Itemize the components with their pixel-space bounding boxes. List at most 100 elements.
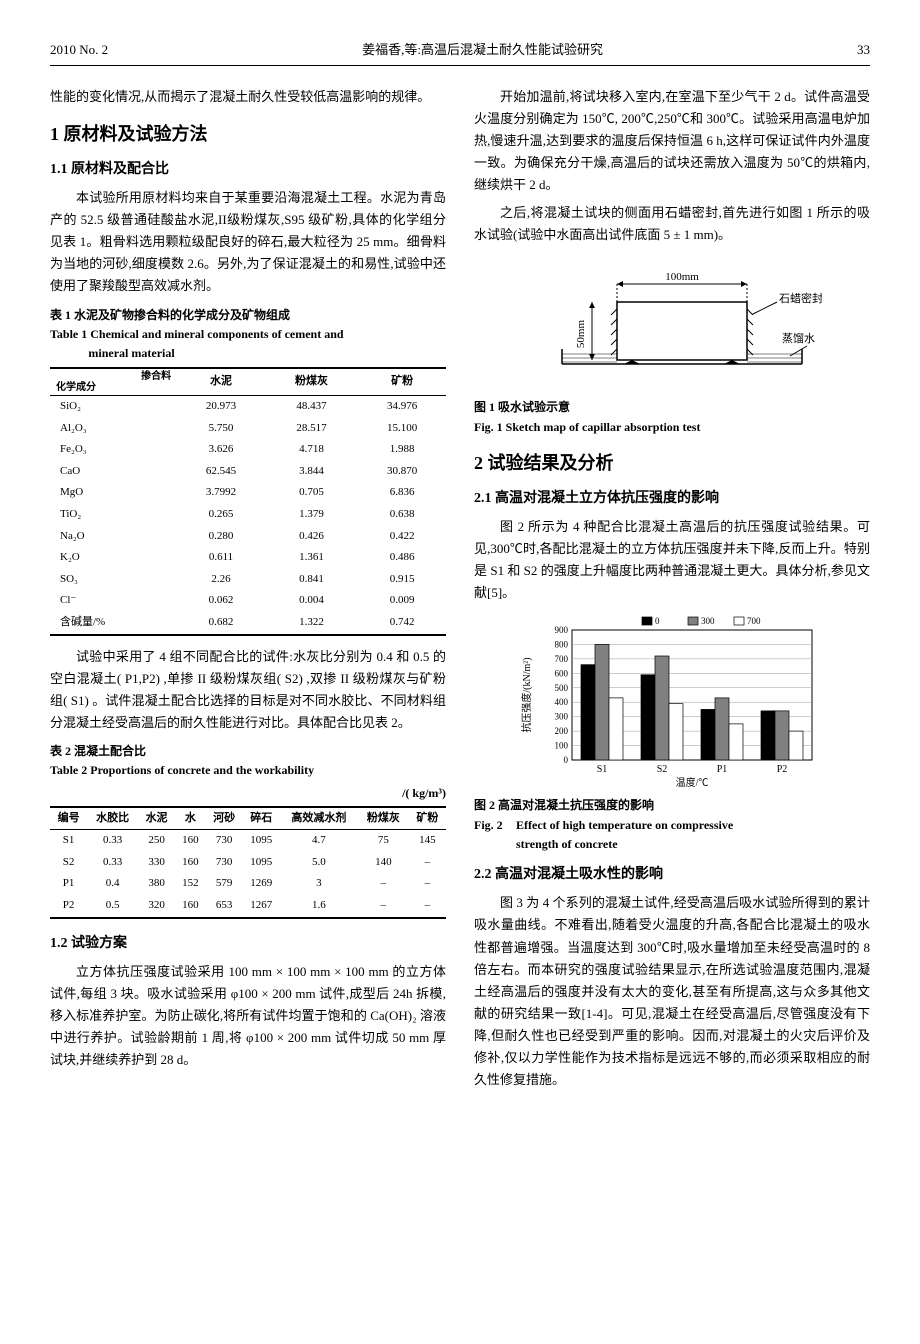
table2-cell: S2: [50, 852, 87, 874]
figure2-caption-en: Fig. 2Effect of high temperature on comp…: [474, 816, 870, 854]
table2-col-header: 水胶比: [87, 807, 138, 830]
table1-caption-cn: 表 1 水泥及矿物掺合料的化学成分及矿物组成: [50, 306, 446, 325]
table2-col-header: 河砂: [206, 807, 243, 830]
table2-cell: P1: [50, 873, 87, 895]
svg-text:300: 300: [555, 712, 569, 722]
table1-cell: Al₂O₃: [50, 418, 177, 440]
table2-cell: –: [358, 873, 409, 895]
table2-cell: 320: [138, 895, 175, 918]
section-2-title: 2 试验结果及分析: [474, 449, 870, 478]
table2-cell: 653: [206, 895, 243, 918]
table1-cell: 0.682: [177, 612, 265, 635]
intro-paragraph: 性能的变化情况,从而揭示了混凝土耐久性受较低高温影响的规律。: [50, 86, 446, 108]
paragraph-top-1: 开始加温前,将试块移入室内,在室温下至少气干 2 d。试件高温受火温度分别确定为…: [474, 86, 870, 196]
table1-cell: 1.361: [265, 547, 358, 569]
table2-caption-cn: 表 2 混凝土配合比: [50, 742, 446, 761]
figure1-caption-en: Fig. 1 Sketch map of capillar absorption…: [474, 418, 870, 437]
table1-cell: 0.009: [358, 590, 446, 612]
table2-cell: 4.7: [280, 830, 358, 852]
paragraph-2-1: 图 2 所示为 4 种配合比混凝土高温后的抗压强度试验结果。可见,300℃时,各…: [474, 516, 870, 604]
table1-cell: 0.426: [265, 526, 358, 548]
table2-cell: 380: [138, 873, 175, 895]
table2-col-header: 编号: [50, 807, 87, 830]
table2-cell: 1.6: [280, 895, 358, 918]
table1-cell: 6.836: [358, 482, 446, 504]
table2-cell: 0.4: [87, 873, 138, 895]
table1-cell: 0.062: [177, 590, 265, 612]
table1-cell: SO₃: [50, 569, 177, 591]
svg-text:P1: P1: [717, 764, 728, 775]
table1-cell: 30.870: [358, 461, 446, 483]
table2-cell: –: [409, 895, 446, 918]
table2-cell: 145: [409, 830, 446, 852]
table2-caption-en: Table 2 Proportions of concrete and the …: [50, 761, 446, 780]
table1-cell: 2.26: [177, 569, 265, 591]
table1-cell: SiO₂: [50, 396, 177, 418]
svg-text:500: 500: [555, 683, 569, 693]
table2-col-header: 水泥: [138, 807, 175, 830]
table2-cell: 140: [358, 852, 409, 874]
table1-col-header: 水泥: [177, 368, 265, 396]
table2-cell: 0.33: [87, 852, 138, 874]
table2-cell: 0.33: [87, 830, 138, 852]
table2-cell: 5.0: [280, 852, 358, 874]
header-left: 2010 No. 2: [50, 40, 108, 61]
table1-cell: 3.7992: [177, 482, 265, 504]
table2-cell: 160: [175, 830, 205, 852]
section-2-2-title: 2.2 高温对混凝土吸水性的影响: [474, 864, 870, 886]
table2-col-header: 粉煤灰: [358, 807, 409, 830]
left-column: 性能的变化情况,从而揭示了混凝土耐久性受较低高温影响的规律。 1 原材料及试验方…: [50, 86, 446, 1097]
table2-cell: 1095: [243, 830, 280, 852]
figure1-caption-cn: 图 1 吸水试验示意: [474, 398, 870, 417]
fig1-width-label: 100mm: [665, 271, 699, 283]
fig1-water-label: 蒸馏水: [782, 331, 815, 345]
figure-2: 01002003004005006007008009000300700S1S2P…: [474, 612, 870, 854]
svg-text:800: 800: [555, 640, 569, 650]
table1-cell: 28.517: [265, 418, 358, 440]
table2-cell: 330: [138, 852, 175, 874]
table1-cell: 0.705: [265, 482, 358, 504]
table1-cell: 0.638: [358, 504, 446, 526]
table2-cell: 0.5: [87, 895, 138, 918]
svg-text:600: 600: [555, 669, 569, 679]
table1-cell: 0.915: [358, 569, 446, 591]
table2-cell: –: [409, 873, 446, 895]
page-header: 2010 No. 2 姜福香,等:高温后混凝土耐久性能试验研究 33: [50, 40, 870, 66]
table2-cell: S1: [50, 830, 87, 852]
table-1: 掺合料 化学成分 水泥 粉煤灰 矿粉 SiO₂20.97348.43734.97…: [50, 367, 446, 636]
table1-cell: Fe₂O₃: [50, 439, 177, 461]
two-column-layout: 性能的变化情况,从而揭示了混凝土耐久性受较低高温影响的规律。 1 原材料及试验方…: [50, 86, 870, 1097]
table1-col-header: 矿粉: [358, 368, 446, 396]
table1-cell: 0.004: [265, 590, 358, 612]
table1-header-diag: 掺合料 化学成分: [50, 368, 177, 396]
svg-text:0: 0: [655, 616, 660, 626]
table1-cell: CaO: [50, 461, 177, 483]
paragraph-1-2: 立方体抗压强度试验采用 100 mm × 100 mm × 100 mm 的立方…: [50, 961, 446, 1071]
table1-cell: 62.545: [177, 461, 265, 483]
right-column: 开始加温前,将试块移入室内,在室温下至少气干 2 d。试件高温受火温度分别确定为…: [474, 86, 870, 1097]
figure-1-svg: 100mm 50mm 石蜡密封 蒸馏水: [522, 254, 822, 394]
table2-cell: 160: [175, 852, 205, 874]
table2-cell: 579: [206, 873, 243, 895]
table1-caption-en: Table 1 Chemical and mineral components …: [50, 325, 446, 363]
table1-cell: 3.844: [265, 461, 358, 483]
fig1-height-label: 50mm: [575, 320, 587, 349]
table2-col-header: 碎石: [243, 807, 280, 830]
section-2-1-title: 2.1 高温对混凝土立方体抗压强度的影响: [474, 488, 870, 510]
table1-cell: Cl⁻: [50, 590, 177, 612]
table1-cell: 0.422: [358, 526, 446, 548]
svg-text:300: 300: [701, 616, 715, 626]
table1-cell: 34.976: [358, 396, 446, 418]
table2-cell: 1095: [243, 852, 280, 874]
table2-cell: 250: [138, 830, 175, 852]
figure-2-svg: 01002003004005006007008009000300700S1S2P…: [512, 612, 832, 792]
table1-cell: 0.265: [177, 504, 265, 526]
table2-cell: –: [409, 852, 446, 874]
table1-cell: 48.437: [265, 396, 358, 418]
table1-cell: 3.626: [177, 439, 265, 461]
table2-cell: 3: [280, 873, 358, 895]
table1-cell: 4.718: [265, 439, 358, 461]
table1-cell: 0.486: [358, 547, 446, 569]
svg-text:温度/℃: 温度/℃: [676, 776, 709, 789]
paragraph-top-2: 之后,将混凝土试块的侧面用石蜡密封,首先进行如图 1 所示的吸水试验(试验中水面…: [474, 202, 870, 246]
